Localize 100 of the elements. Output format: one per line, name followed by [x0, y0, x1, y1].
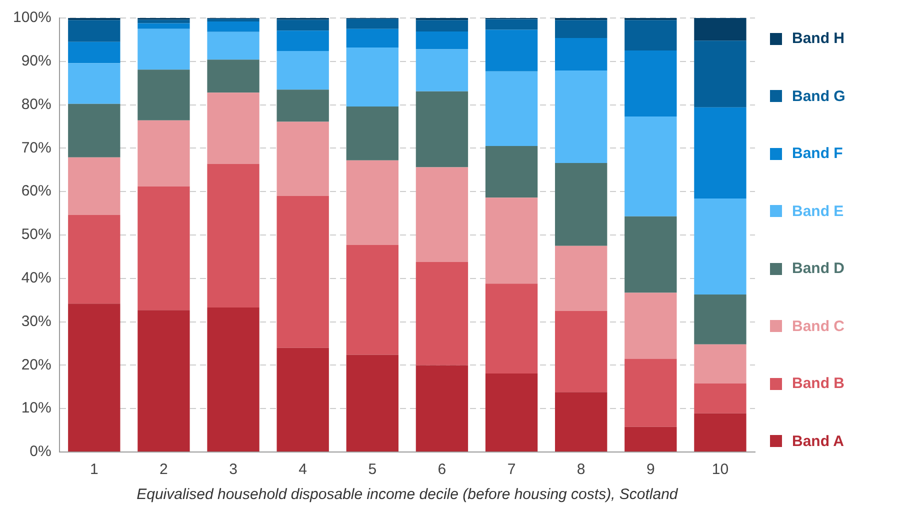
bar [485, 198, 538, 284]
bar [624, 116, 677, 216]
bar [555, 38, 608, 71]
legend-label: Band A [792, 432, 844, 450]
bar [694, 344, 746, 384]
bar [555, 392, 608, 452]
y-tick-label: 90% [21, 52, 52, 70]
bar [694, 198, 746, 294]
legend-label: Band E [792, 202, 844, 220]
y-tick-label: 30% [21, 312, 52, 330]
x-axis-title: Equivalised household disposable income decile (before housing costs), Scotland [136, 486, 678, 504]
bar [276, 20, 329, 31]
bar [276, 196, 329, 348]
bar [68, 157, 120, 216]
y-tick-label: 100% [12, 9, 52, 26]
x-tick-label: 9 [646, 461, 655, 478]
x-tick-label: 8 [576, 461, 586, 478]
bar [624, 216, 677, 293]
bar [207, 18, 260, 22]
legend-label: Band D [792, 260, 844, 278]
bar [207, 21, 260, 32]
bar [138, 186, 190, 310]
bar [416, 31, 468, 50]
bar [138, 28, 190, 70]
x-tick-label: 1 [90, 461, 98, 478]
bar [624, 292, 677, 359]
bar [485, 30, 538, 72]
bar [416, 262, 468, 366]
bar [416, 20, 468, 32]
bar [276, 50, 329, 90]
legend-label: Band B [792, 375, 844, 392]
bar [207, 32, 260, 60]
legend-label: Band C [792, 318, 844, 335]
bar [555, 310, 608, 392]
bar [624, 50, 677, 117]
x-tick-label: 5 [368, 461, 377, 478]
y-tick-label: 80% [21, 96, 52, 113]
bar [694, 294, 746, 344]
y-tick-label: 50% [21, 226, 52, 244]
bar [624, 358, 677, 427]
bar [68, 63, 120, 104]
y-tick-label: 40% [21, 270, 52, 287]
bar [694, 18, 746, 41]
bar [346, 160, 398, 245]
y-tick-label: 20% [21, 356, 52, 374]
bar [346, 354, 398, 452]
bar [68, 304, 120, 452]
bar [207, 164, 260, 308]
x-tick-label: 3 [229, 461, 238, 478]
x-tick-label: 10 [712, 461, 729, 478]
legend-label: Band H [792, 30, 844, 47]
legend-label: Band F [792, 145, 843, 162]
bar [207, 60, 260, 93]
bar [485, 284, 538, 374]
bar [555, 70, 608, 163]
bar [416, 91, 468, 168]
bar [485, 373, 538, 452]
bar [416, 49, 468, 92]
x-tick-label: 7 [507, 461, 516, 478]
bar [624, 20, 677, 51]
x-tick-label: 2 [160, 461, 168, 478]
legend-label: Band G [792, 88, 846, 105]
x-tick-label: 4 [298, 461, 308, 478]
bar [694, 413, 746, 452]
bar [346, 28, 398, 48]
bar [694, 40, 746, 108]
bar [138, 120, 190, 186]
y-tick-label: 10% [21, 400, 52, 417]
bar [694, 383, 746, 414]
bar [416, 365, 468, 452]
bar [68, 20, 120, 42]
bar [276, 122, 329, 196]
bar [346, 18, 398, 29]
bar [416, 167, 468, 262]
bar [138, 310, 190, 452]
y-tick-label: 70% [21, 139, 52, 156]
bar [276, 90, 329, 122]
bar [485, 146, 538, 198]
bar [138, 20, 190, 24]
bar [555, 246, 608, 311]
bar [485, 19, 538, 30]
bar [346, 244, 398, 355]
bar [346, 106, 398, 160]
bar [207, 92, 260, 164]
bar [346, 48, 398, 107]
bar [555, 162, 608, 246]
bar [68, 104, 120, 158]
bar [276, 348, 329, 452]
y-tick-label: 60% [21, 182, 52, 200]
bar [624, 426, 677, 452]
bar [138, 23, 190, 29]
bar [555, 20, 608, 38]
bar [485, 71, 538, 146]
bar [138, 70, 190, 120]
y-tick-label: 0% [30, 443, 52, 460]
bar [68, 215, 120, 304]
bar [694, 107, 746, 199]
bar [207, 307, 260, 452]
x-tick-label: 6 [438, 461, 446, 478]
bar [276, 30, 329, 51]
